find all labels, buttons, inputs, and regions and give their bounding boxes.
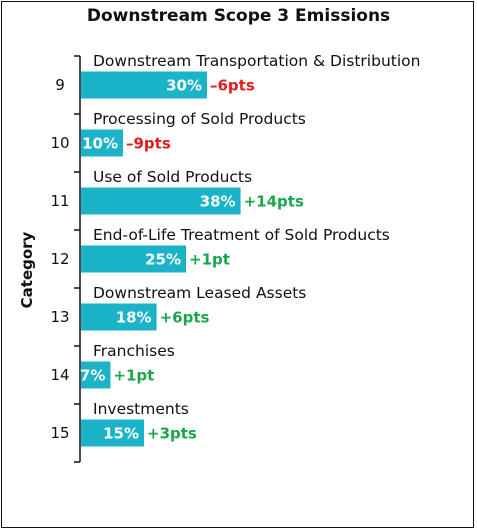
category-tick-label: 12 <box>50 250 69 268</box>
category-name-label: Franchises <box>93 342 175 360</box>
category-tick-label: 13 <box>50 308 69 326</box>
category-name-label: Downstream Leased Assets <box>93 284 306 302</box>
bar-delta-label: –9pts <box>126 135 171 153</box>
bar-value-label: 30% <box>166 77 202 95</box>
category-tick-label: 14 <box>50 366 69 384</box>
bar-delta-label: +1pt <box>113 367 154 385</box>
bar-value-label: 7% <box>80 367 105 385</box>
category-tick-label: 11 <box>50 192 69 210</box>
bar <box>81 361 111 389</box>
bar-delta-label: –6pts <box>210 77 255 95</box>
category-tick-label: 15 <box>50 424 69 442</box>
bar-delta-label: +1pt <box>189 251 230 269</box>
bar <box>81 187 241 215</box>
bar <box>81 245 186 273</box>
bar <box>81 71 207 99</box>
bars-layer: 9 Downstream Transportation & Distributio… <box>50 52 420 463</box>
bar-delta-label: +3pts <box>147 425 197 443</box>
bar-value-label: 15% <box>103 425 139 443</box>
category-name-label: Investments <box>93 400 189 418</box>
bar <box>81 303 157 331</box>
category-name-label: Downstream Transportation & Distribution <box>93 52 420 70</box>
bar-value-label: 38% <box>200 193 236 211</box>
bar <box>81 129 123 157</box>
bar <box>81 419 144 447</box>
bar-value-label: 18% <box>116 309 152 327</box>
category-name-label: Processing of Sold Products <box>93 110 306 128</box>
category-tick-label: 10 <box>50 134 69 152</box>
bar-value-label: 25% <box>145 251 181 269</box>
bar-value-label: 10% <box>82 135 118 153</box>
bar-delta-label: +6pts <box>160 309 210 327</box>
chart-title: Downstream Scope 3 Emissions <box>86 6 391 26</box>
category-tick-label: 9 <box>55 76 65 94</box>
category-name-label: Use of Sold Products <box>93 168 252 186</box>
category-name-label: End-of-Life Treatment of Sold Products <box>93 226 390 244</box>
bar-delta-label: +14pts <box>244 193 304 211</box>
